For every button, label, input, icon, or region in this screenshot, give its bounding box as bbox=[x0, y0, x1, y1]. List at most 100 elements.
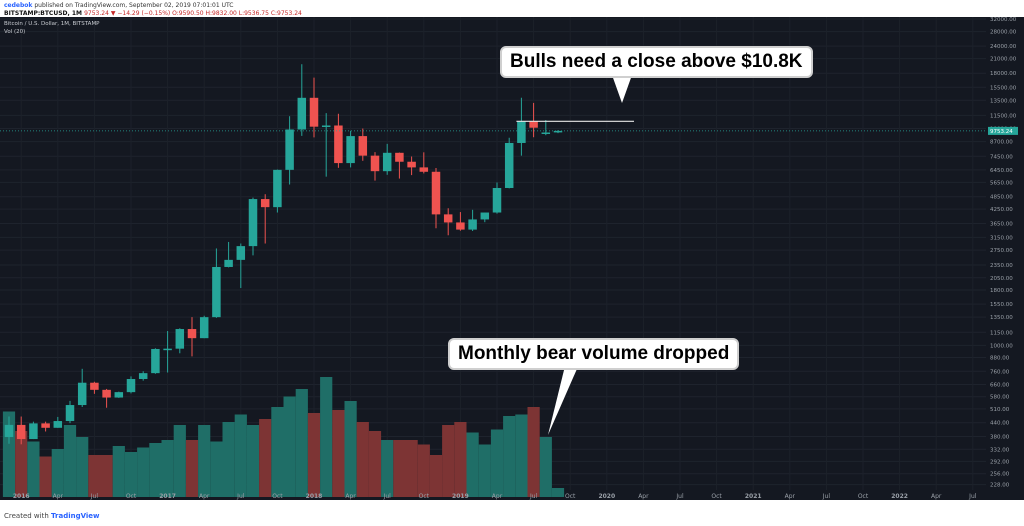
volume-bar bbox=[137, 447, 150, 497]
current-price-label: 9753.24 bbox=[990, 129, 1013, 135]
candle bbox=[114, 391, 124, 398]
candle-body bbox=[297, 97, 307, 130]
candle-body bbox=[41, 423, 50, 428]
candle-body bbox=[187, 329, 197, 339]
y-tick-label: 24000.00 bbox=[990, 44, 1017, 50]
x-tick-label: 2016 bbox=[13, 493, 30, 500]
x-tick-label: 2022 bbox=[891, 493, 908, 500]
candle bbox=[41, 421, 50, 432]
x-tick-label: Jul bbox=[822, 493, 831, 500]
candle-body bbox=[236, 246, 246, 260]
candle-body bbox=[212, 266, 221, 318]
candle bbox=[382, 143, 392, 175]
y-tick-label: 510.00 bbox=[990, 407, 1010, 413]
candle bbox=[29, 421, 38, 440]
x-tick-label: 2019 bbox=[452, 493, 469, 500]
volume-bar bbox=[503, 416, 516, 497]
resistance-callout: Bulls need a close above $10.8K bbox=[500, 46, 813, 78]
candle bbox=[236, 243, 246, 288]
y-tick-label: 660.00 bbox=[990, 383, 1010, 389]
x-tick-label: 2017 bbox=[159, 493, 176, 500]
y-tick-label: 18000.00 bbox=[990, 71, 1017, 77]
volume-bar bbox=[356, 422, 369, 497]
y-tick-label: 228.00 bbox=[990, 483, 1010, 489]
candle-body bbox=[53, 421, 63, 428]
candle bbox=[260, 194, 270, 244]
x-tick-label: Oct bbox=[272, 493, 283, 500]
candle-body bbox=[443, 214, 453, 223]
callout-pointer-volume bbox=[548, 362, 580, 435]
volume-bar bbox=[149, 443, 162, 497]
x-tick-label: Oct bbox=[711, 493, 722, 500]
author-name[interactable]: cedebok bbox=[4, 2, 33, 9]
volume-bar bbox=[466, 432, 479, 497]
volume-bar bbox=[490, 429, 504, 497]
y-tick-label: 4250.00 bbox=[990, 207, 1013, 213]
volume-bar bbox=[429, 455, 443, 497]
candle-body bbox=[199, 317, 209, 339]
volume-bar bbox=[63, 425, 77, 497]
candle-body bbox=[248, 199, 258, 247]
candle-body bbox=[468, 219, 477, 230]
candle-body bbox=[309, 97, 319, 127]
volume-bar bbox=[259, 419, 272, 497]
chart-area[interactable]: 228.00 256.00 292.00 332.00 380.00 440.00 510.… bbox=[0, 17, 1024, 500]
x-tick-label: Apr bbox=[53, 493, 64, 500]
y-tick-label: 380.00 bbox=[990, 435, 1010, 441]
candle bbox=[529, 102, 538, 138]
y-tick-label: 1150.00 bbox=[990, 330, 1013, 336]
x-tick-label: Apr bbox=[492, 493, 503, 500]
candle-body bbox=[4, 424, 14, 438]
symbol-info: BITSTAMP:BTCUSD, 1M 9753.24 ▼ −14.29 (−0… bbox=[4, 10, 302, 17]
volume-bar bbox=[100, 455, 113, 497]
x-tick-label: Oct bbox=[565, 493, 576, 500]
ohlc-values: 9753.24 ▼ −14.29 (−0.15%) O:9590.50 H:98… bbox=[84, 10, 302, 17]
y-tick-label: 256.00 bbox=[990, 472, 1010, 478]
candle-body bbox=[431, 171, 441, 215]
candle bbox=[468, 209, 477, 231]
volume-bar bbox=[381, 440, 394, 497]
x-tick-label: Oct bbox=[858, 493, 869, 500]
volume-bar bbox=[76, 437, 89, 497]
candle-body bbox=[126, 379, 136, 393]
volume-bar bbox=[161, 440, 174, 497]
x-tick-label: Apr bbox=[931, 493, 942, 500]
x-tick-label: Apr bbox=[199, 493, 210, 500]
volume-bar bbox=[442, 425, 455, 497]
x-tick-label: Jul bbox=[90, 493, 99, 500]
y-tick-label: 21000.00 bbox=[990, 57, 1017, 63]
x-tick-label: 2021 bbox=[745, 493, 762, 500]
volume-bar bbox=[307, 413, 321, 497]
volume-bar bbox=[234, 414, 247, 497]
y-tick-label: 1350.00 bbox=[990, 315, 1013, 321]
grid-lines bbox=[0, 17, 986, 490]
price-chart[interactable]: 228.00 256.00 292.00 332.00 380.00 440.00 510.… bbox=[0, 17, 1024, 500]
volume-bar bbox=[295, 389, 308, 497]
candle-body bbox=[114, 392, 124, 398]
candle bbox=[90, 381, 99, 394]
volume-bar bbox=[283, 396, 296, 497]
candle bbox=[334, 113, 343, 168]
volume-legend: Vol (20) bbox=[4, 29, 25, 35]
volume-bar bbox=[344, 401, 357, 497]
candle bbox=[187, 317, 197, 357]
tradingview-logo[interactable]: TradingView bbox=[51, 512, 100, 520]
time-axis: 2016 Apr Jul Oct 2017 Apr Jul Oct 2018 Apr Jul Oct 2… bbox=[13, 493, 977, 500]
candle-body bbox=[407, 161, 416, 168]
candle-body bbox=[29, 423, 38, 440]
x-tick-label: Oct bbox=[419, 493, 430, 500]
volume-bar bbox=[368, 431, 382, 497]
candle-body bbox=[456, 222, 465, 230]
publish-info: cedebok published on TradingView.com, Se… bbox=[4, 2, 233, 9]
volume-callout: Monthly bear volume dropped bbox=[448, 338, 740, 370]
y-tick-label: 760.00 bbox=[990, 369, 1010, 375]
candle-body bbox=[175, 329, 185, 349]
y-tick-label: 2050.00 bbox=[990, 276, 1013, 282]
x-tick-label: Jul bbox=[675, 493, 684, 500]
candle-body bbox=[492, 187, 502, 213]
created-with-label: Created with bbox=[4, 512, 49, 520]
candle bbox=[53, 416, 63, 428]
candle bbox=[517, 97, 526, 156]
candle-body bbox=[541, 132, 551, 134]
